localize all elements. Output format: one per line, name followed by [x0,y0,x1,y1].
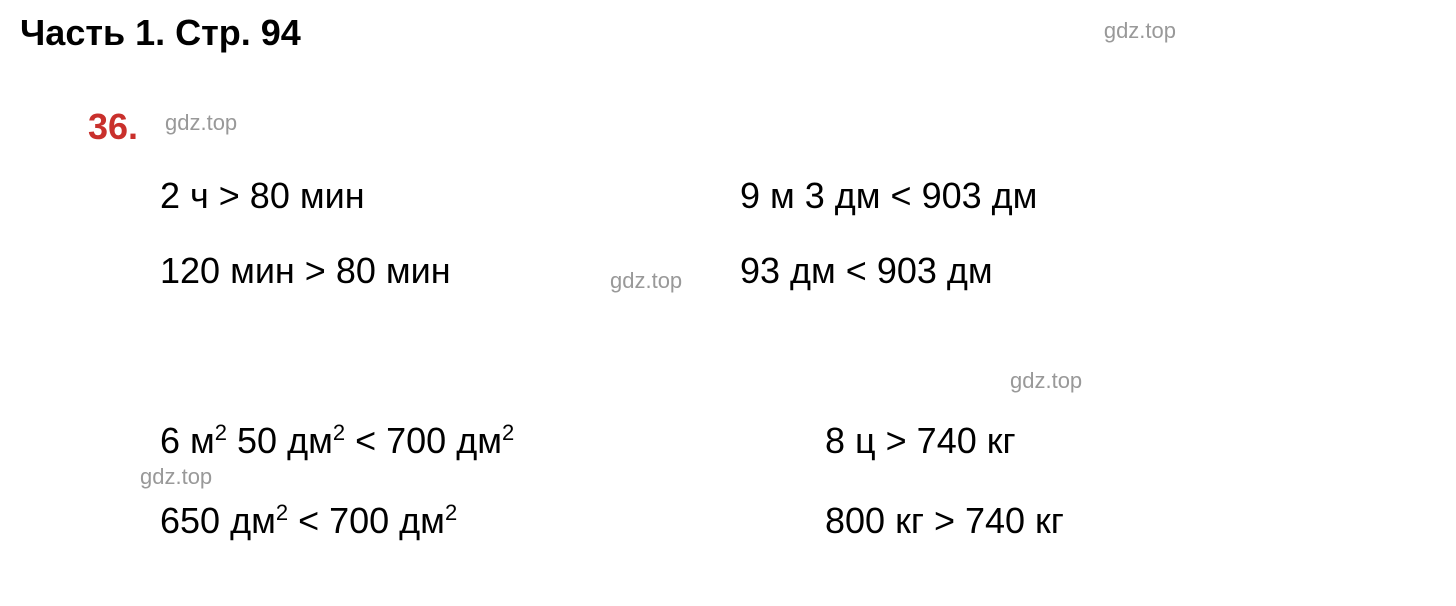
page-header: Часть 1. Стр. 94 [20,12,301,54]
watermark: gdz.top [140,464,212,490]
expression-row4-right: 800 кг > 740 кг [825,500,1064,542]
text-part: < 700 дм [345,420,502,461]
text-part: 50 дм [227,420,333,461]
watermark: gdz.top [1104,18,1176,44]
expression-row2-left: 120 мин > 80 мин [160,250,451,292]
text-part: 6 м [160,420,215,461]
expression-row2-right: 93 дм < 903 дм [740,250,993,292]
expression-row3-left: 6 м2 50 дм2 < 700 дм2 [160,420,514,462]
superscript: 2 [502,420,514,445]
expression-row1-left: 2 ч > 80 мин [160,175,365,217]
expression-row1-right: 9 м 3 дм < 903 дм [740,175,1037,217]
superscript: 2 [333,420,345,445]
text-part: < 700 дм [288,500,445,541]
watermark: gdz.top [1010,368,1082,394]
watermark: gdz.top [610,268,682,294]
superscript: 2 [276,500,288,525]
superscript: 2 [445,500,457,525]
text-part: 650 дм [160,500,276,541]
superscript: 2 [215,420,227,445]
watermark: gdz.top [165,110,237,136]
expression-row4-left: 650 дм2 < 700 дм2 [160,500,457,542]
expression-row3-right: 8 ц > 740 кг [825,420,1016,462]
problem-number: 36. [88,106,138,148]
